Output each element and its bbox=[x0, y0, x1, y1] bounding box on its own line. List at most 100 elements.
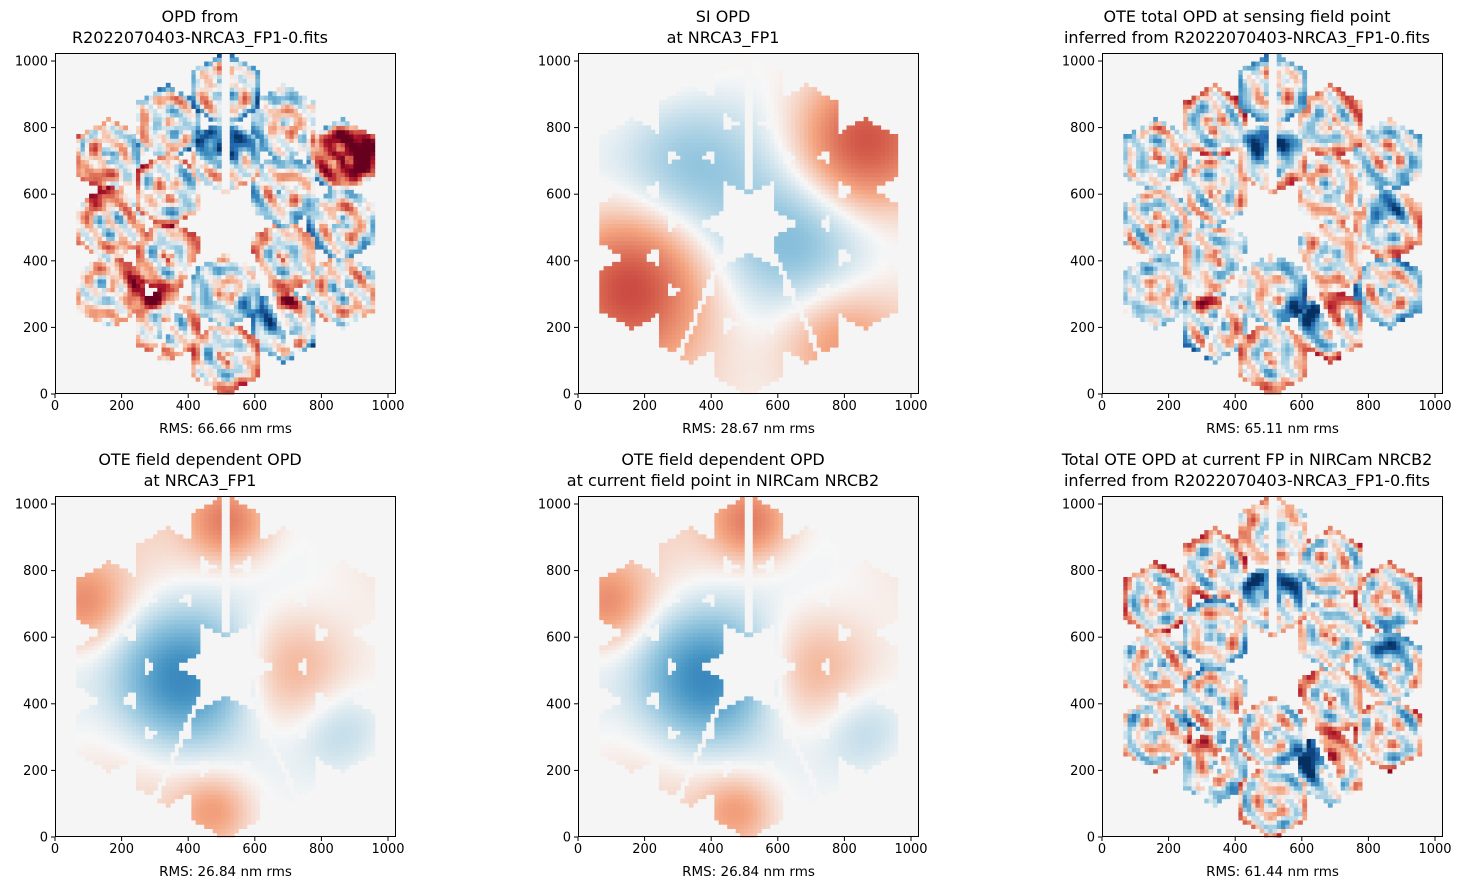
x-tick-label: 600 bbox=[765, 399, 790, 414]
y-tick-label: 200 bbox=[1070, 321, 1095, 336]
y-tick-label: 200 bbox=[546, 321, 571, 336]
x-tick-label: 800 bbox=[309, 842, 334, 857]
rms-label: RMS: 61.44 nm rms bbox=[1102, 864, 1443, 880]
y-tick-label: 600 bbox=[23, 188, 48, 203]
x-tick-label: 600 bbox=[1289, 842, 1314, 857]
y-tick-label: 600 bbox=[546, 188, 571, 203]
y-tick-label: 0 bbox=[563, 831, 571, 846]
panel-title-line-1: OPD from bbox=[0, 6, 400, 27]
x-tick-label: 200 bbox=[1156, 399, 1181, 414]
opd-raster bbox=[1123, 496, 1423, 838]
y-tick-label: 600 bbox=[1070, 631, 1095, 646]
panel-title: OPD from R2022070403-NRCA3_FP1-0.fits bbox=[0, 6, 400, 48]
x-tick-label: 200 bbox=[1156, 842, 1181, 857]
opd-heatmap: 0 200 400 600 800 1000 0 200 400 600 800 1000 bbox=[1062, 496, 1452, 857]
x-tick-label: 1000 bbox=[1418, 399, 1451, 414]
y-tick-label: 1000 bbox=[15, 54, 48, 69]
y-tick-label: 0 bbox=[40, 388, 48, 403]
panel-title-line-2: at current field point in NIRCam NRCB2 bbox=[523, 470, 923, 491]
rms-label: RMS: 26.84 nm rms bbox=[55, 864, 396, 880]
x-tick-label: 400 bbox=[1223, 842, 1248, 857]
y-tick-label: 800 bbox=[546, 121, 571, 136]
panel-title-line-2: inferred from R2022070403-NRCA3_FP1-0.fi… bbox=[1047, 27, 1447, 48]
x-tick-label: 400 bbox=[1223, 399, 1248, 414]
opd-heatmap: 0 200 400 600 800 1000 0 200 400 600 800 1000 bbox=[15, 53, 405, 414]
rms-label: RMS: 66.66 nm rms bbox=[55, 421, 396, 437]
y-tick-label: 1000 bbox=[1062, 54, 1095, 69]
y-tick-label: 1000 bbox=[538, 54, 571, 69]
opd-heatmap: 0 200 400 600 800 1000 0 200 400 600 800 1000 bbox=[538, 53, 928, 414]
x-tick-label: 0 bbox=[574, 399, 582, 414]
axes-frame bbox=[1102, 53, 1443, 394]
x-tick-label: 1000 bbox=[894, 399, 927, 414]
x-tick-label: 600 bbox=[242, 399, 267, 414]
y-tick-label: 600 bbox=[1070, 188, 1095, 203]
y-tick-label: 400 bbox=[546, 254, 571, 269]
axes-frame bbox=[1102, 496, 1443, 837]
panel-ote-total-opd: OTE total OPD at sensing field point inf… bbox=[1047, 0, 1452, 445]
opd-raster bbox=[599, 53, 899, 395]
y-tick-label: 200 bbox=[1070, 764, 1095, 779]
y-tick-label: 400 bbox=[1070, 697, 1095, 712]
x-tick-label: 400 bbox=[699, 842, 724, 857]
opd-raster bbox=[76, 53, 376, 395]
panel-field-dependent-fp1: OTE field dependent OPD at NRCA3_FP1 0 20… bbox=[0, 443, 405, 888]
opd-raster bbox=[76, 496, 376, 838]
y-tick-label: 0 bbox=[1087, 388, 1095, 403]
rms-label: RMS: 26.84 nm rms bbox=[578, 864, 919, 880]
y-tick-label: 0 bbox=[40, 831, 48, 846]
x-tick-label: 200 bbox=[109, 842, 134, 857]
x-tick-label: 600 bbox=[765, 842, 790, 857]
x-tick-label: 800 bbox=[832, 842, 857, 857]
x-tick-label: 0 bbox=[51, 842, 59, 857]
panel-title-line-1: OTE total OPD at sensing field point bbox=[1047, 6, 1447, 27]
x-tick-label: 600 bbox=[1289, 399, 1314, 414]
y-tick-label: 800 bbox=[23, 564, 48, 579]
x-tick-label: 200 bbox=[632, 399, 657, 414]
x-tick-label: 400 bbox=[176, 842, 201, 857]
x-tick-label: 400 bbox=[176, 399, 201, 414]
panel-si-opd: SI OPD at NRCA3_FP1 0 200 400 600 800 1000 0 20… bbox=[523, 0, 928, 445]
opd-heatmap: 0 200 400 600 800 1000 0 200 400 600 800 1000 bbox=[538, 496, 928, 857]
y-tick-label: 600 bbox=[23, 631, 48, 646]
panel-field-dependent-nrcb2: OTE field dependent OPD at current field… bbox=[523, 443, 928, 888]
y-tick-label: 200 bbox=[546, 764, 571, 779]
x-tick-label: 1000 bbox=[894, 842, 927, 857]
x-tick-label: 800 bbox=[1356, 399, 1381, 414]
panel-title: OTE total OPD at sensing field point inf… bbox=[1047, 6, 1447, 48]
y-tick-label: 0 bbox=[1087, 831, 1095, 846]
panel-title: OTE field dependent OPD at current field… bbox=[523, 449, 923, 491]
x-tick-label: 1000 bbox=[1418, 842, 1451, 857]
x-tick-label: 0 bbox=[574, 842, 582, 857]
y-tick-label: 200 bbox=[23, 321, 48, 336]
panel-title-line-2: at NRCA3_FP1 bbox=[0, 470, 400, 491]
y-tick-label: 1000 bbox=[538, 497, 571, 512]
y-tick-label: 800 bbox=[1070, 564, 1095, 579]
panel-title-line-1: Total OTE OPD at current FP in NIRCam NR… bbox=[1047, 449, 1447, 470]
y-tick-label: 800 bbox=[546, 564, 571, 579]
opd-raster bbox=[599, 496, 899, 838]
y-tick-label: 1000 bbox=[15, 497, 48, 512]
x-tick-label: 200 bbox=[109, 399, 134, 414]
x-tick-label: 200 bbox=[632, 842, 657, 857]
panel-total-ote-nrcb2: Total OTE OPD at current FP in NIRCam NR… bbox=[1047, 443, 1452, 888]
y-tick-label: 400 bbox=[23, 697, 48, 712]
panel-title: SI OPD at NRCA3_FP1 bbox=[523, 6, 923, 48]
axes-frame bbox=[578, 53, 919, 394]
y-tick-label: 400 bbox=[546, 697, 571, 712]
panel-title-line-2: at NRCA3_FP1 bbox=[523, 27, 923, 48]
y-tick-label: 0 bbox=[563, 388, 571, 403]
y-tick-label: 400 bbox=[1070, 254, 1095, 269]
x-tick-label: 0 bbox=[1098, 399, 1106, 414]
axes-frame bbox=[55, 496, 396, 837]
panel-title-line-2: R2022070403-NRCA3_FP1-0.fits bbox=[0, 27, 400, 48]
x-tick-label: 1000 bbox=[371, 842, 404, 857]
x-tick-label: 600 bbox=[242, 842, 267, 857]
x-tick-label: 0 bbox=[1098, 842, 1106, 857]
y-tick-label: 800 bbox=[23, 121, 48, 136]
panel-title: Total OTE OPD at current FP in NIRCam NR… bbox=[1047, 449, 1447, 491]
opd-raster bbox=[1123, 53, 1423, 395]
y-tick-label: 200 bbox=[23, 764, 48, 779]
x-tick-label: 800 bbox=[832, 399, 857, 414]
opd-heatmap: 0 200 400 600 800 1000 0 200 400 600 800 1000 bbox=[15, 496, 405, 857]
